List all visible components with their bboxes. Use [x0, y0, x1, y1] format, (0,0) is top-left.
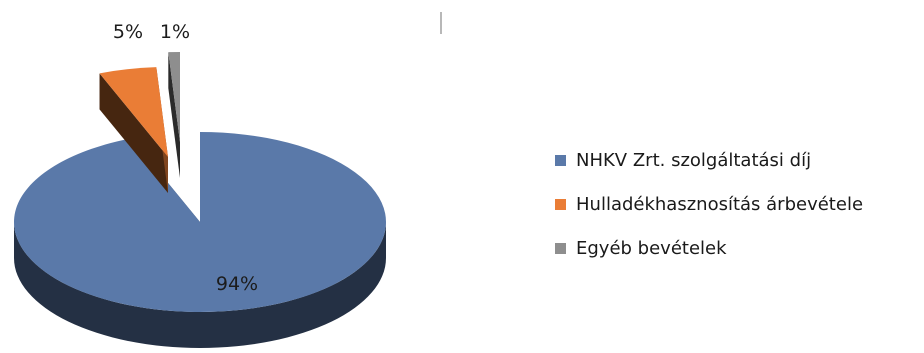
legend-swatch-egyeb — [555, 242, 566, 254]
legend: NHKV Zrt. szolgáltatási díj Hulladékhasz… — [555, 148, 863, 280]
pie-slice-hulladek — [99, 67, 168, 193]
pie-slice-nhkv — [13, 132, 387, 348]
pie-slice-cut-face-hulladek — [99, 73, 168, 193]
pie-slice-cut-face-egyeb — [168, 52, 180, 178]
legend-label-hulladek: Hulladékhasznosítás árbevétele — [576, 193, 864, 215]
legend-item-nhkv: NHKV Zrt. szolgáltatási díj — [555, 148, 863, 172]
pie-slice-side-nhkv — [14, 222, 386, 348]
legend-swatch-hulladek — [555, 198, 566, 210]
legend-item-hulladek: Hulladékhasznosítás árbevétele — [555, 192, 863, 216]
legend-item-egyeb: Egyéb bevételek — [555, 236, 863, 260]
data-label-nhkv: 94% — [216, 273, 258, 295]
scan-artifact — [440, 12, 442, 34]
data-label-egyeb: 1% — [160, 21, 190, 43]
pie-slice-top-hulladek — [99, 67, 168, 157]
legend-swatch-nhkv — [555, 154, 566, 166]
pie-slice-top-egyeb — [168, 52, 180, 142]
legend-label-egyeb: Egyéb bevételek — [576, 237, 727, 259]
legend-label-nhkv: NHKV Zrt. szolgáltatási díj — [576, 149, 812, 171]
data-label-hulladek: 5% — [113, 21, 143, 43]
pie-slice-top-nhkv — [13, 132, 387, 312]
pie-slice-egyeb — [168, 52, 180, 178]
